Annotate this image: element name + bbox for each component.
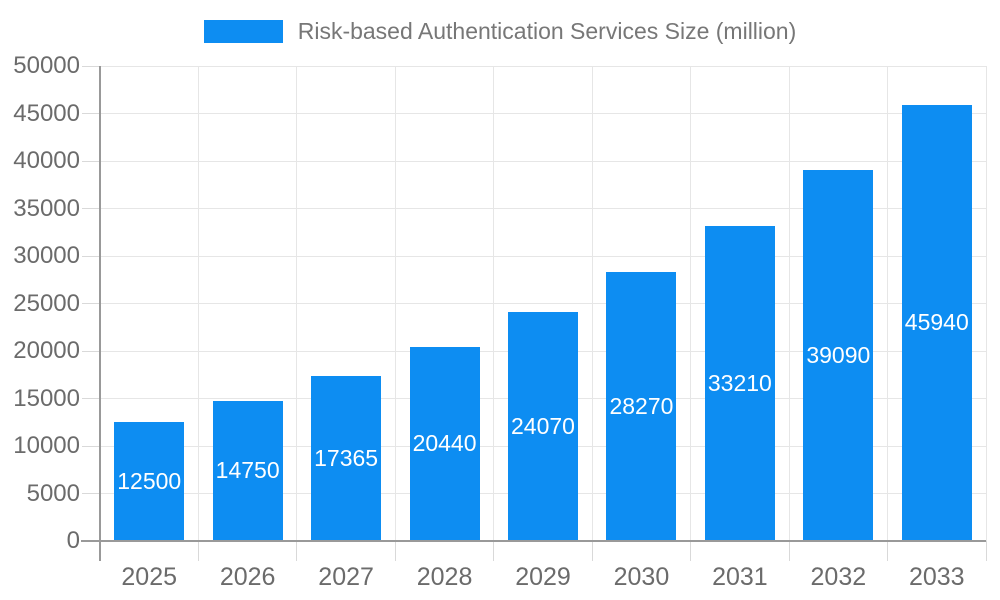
- y-tick-mark: [82, 303, 100, 304]
- x-axis-tick-label: 2030: [613, 563, 670, 591]
- bar-value-label: 17365: [314, 445, 379, 472]
- y-tick-mark: [82, 255, 100, 257]
- bar[interactable]: 17365: [311, 376, 382, 541]
- horizontal-gridline: [100, 65, 986, 67]
- y-axis-tick-label: 5000: [26, 479, 80, 507]
- vertical-gridline: [591, 66, 593, 541]
- y-axis-tick-label: 40000: [13, 147, 80, 174]
- y-axis-tick-label: 10000: [13, 432, 80, 459]
- x-tick-mark: [788, 541, 790, 561]
- y-axis-line: [99, 66, 101, 561]
- bar-value-label: 14750: [215, 457, 280, 484]
- y-axis-tick-label: 20000: [13, 337, 80, 364]
- vertical-gridline: [690, 66, 692, 541]
- bar[interactable]: 24070: [508, 312, 578, 541]
- x-tick-mark: [985, 541, 987, 561]
- y-axis-tick-label: 0: [66, 527, 80, 554]
- x-axis-tick-label: 2027: [318, 563, 374, 591]
- legend[interactable]: Risk-based Authentication Services Size …: [203, 18, 797, 44]
- plot-area: 0 5000 10000 15000 20000 25000 30000 35000 40000…: [13, 52, 987, 591]
- horizontal-gridline: [100, 255, 986, 257]
- bar[interactable]: 39090: [803, 169, 874, 541]
- bar[interactable]: 14750: [212, 400, 283, 541]
- horizontal-gridline: [100, 160, 986, 162]
- y-axis-tick-label: 50000: [13, 52, 80, 79]
- y-tick-mark: [82, 445, 100, 447]
- y-tick-mark: [82, 398, 100, 399]
- bar[interactable]: 28270: [606, 272, 677, 541]
- legend-container: Risk-based Authentication Services Size …: [0, 20, 1000, 43]
- x-axis-tick-label: 2029: [515, 563, 571, 591]
- vertical-gridline: [394, 66, 396, 541]
- x-axis-tick-label: 2026: [219, 563, 276, 591]
- x-tick-mark: [493, 541, 495, 561]
- x-axis-tick-label: 2028: [416, 563, 473, 591]
- y-axis-tick-label: 35000: [13, 194, 80, 222]
- x-axis-tick-label: 2025: [121, 563, 178, 591]
- y-axis-tick-label: 15000: [13, 384, 80, 412]
- y-axis-tick-label: 25000: [13, 289, 80, 317]
- y-tick-mark: [82, 65, 100, 67]
- vertical-gridline: [985, 66, 987, 541]
- x-axis-tick-label: 2031: [712, 563, 768, 591]
- vertical-gridline: [788, 66, 790, 541]
- bar-value-label: 12500: [117, 468, 182, 495]
- x-tick-mark: [197, 541, 199, 561]
- y-tick-mark: [82, 160, 100, 162]
- y-tick-mark: [82, 113, 100, 114]
- x-tick-mark: [887, 541, 889, 561]
- bar-value-label: 20440: [412, 430, 477, 457]
- x-tick-mark: [296, 541, 298, 561]
- bar-value-label: 39090: [806, 341, 871, 368]
- y-axis-tick-label: 30000: [13, 242, 80, 269]
- legend-swatch: [203, 20, 283, 43]
- y-tick-mark: [82, 493, 100, 494]
- y-tick-mark: [82, 350, 100, 352]
- vertical-gridline: [493, 66, 495, 541]
- vertical-gridline: [887, 66, 889, 541]
- bar-value-label: 45940: [904, 309, 969, 336]
- bar-value-label: 28270: [609, 393, 674, 420]
- bar[interactable]: 33210: [704, 225, 775, 541]
- x-tick-mark: [394, 541, 396, 561]
- x-axis-line: [81, 540, 986, 542]
- x-axis-tick-label: 2033: [908, 563, 965, 591]
- bar-value-label: 24070: [511, 413, 575, 440]
- horizontal-gridline: [100, 303, 986, 304]
- legend-label: Risk-based Authentication Services Size …: [297, 18, 797, 44]
- horizontal-gridline: [100, 208, 986, 209]
- bar[interactable]: 45940: [901, 104, 972, 541]
- vertical-gridline: [197, 66, 199, 541]
- x-tick-mark: [690, 541, 692, 561]
- bar-value-label: 33210: [707, 369, 772, 396]
- vertical-gridline: [296, 66, 298, 541]
- y-tick-mark: [82, 208, 100, 209]
- y-axis-tick-label: 45000: [13, 99, 80, 127]
- horizontal-gridline: [100, 113, 986, 114]
- bar[interactable]: 20440: [409, 346, 480, 541]
- x-axis-tick-label: 2032: [810, 563, 867, 591]
- bar[interactable]: 12500: [114, 422, 185, 541]
- x-tick-mark: [591, 541, 593, 561]
